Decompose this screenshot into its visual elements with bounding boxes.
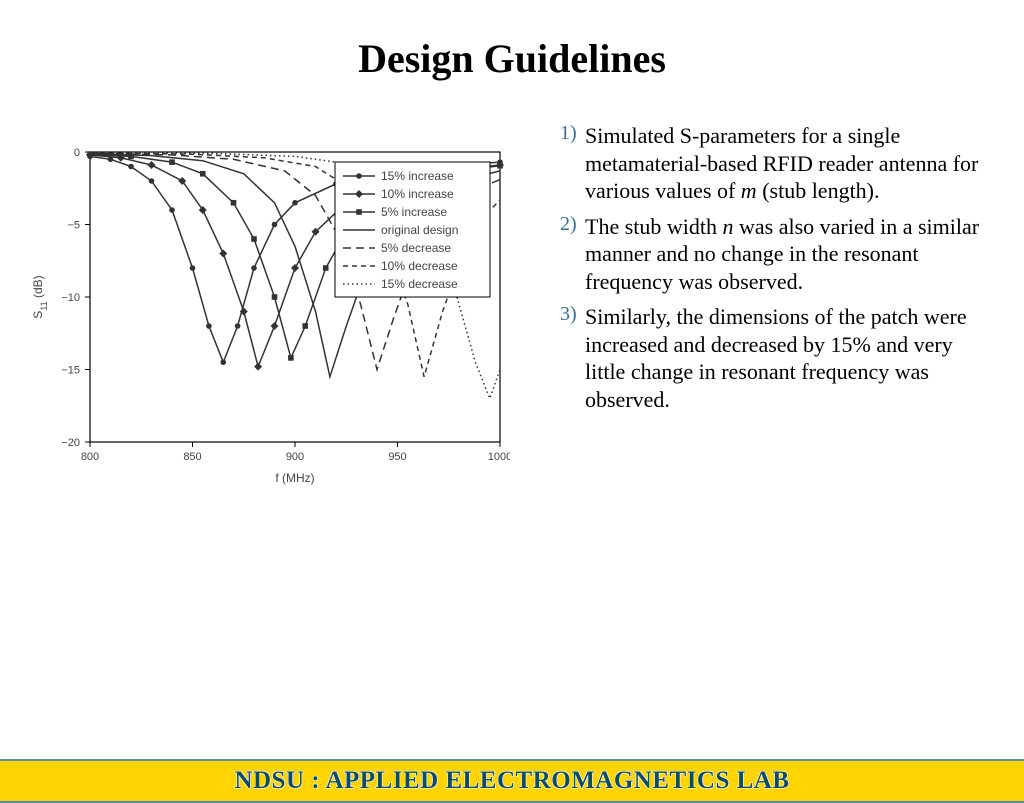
svg-text:0: 0	[74, 147, 80, 159]
list-number: 1)	[540, 122, 585, 205]
list-number: 3)	[540, 303, 585, 413]
svg-text:5% increase: 5% increase	[381, 205, 447, 219]
svg-text:−5: −5	[67, 220, 80, 232]
svg-text:S11 (dB): S11 (dB)	[31, 275, 49, 318]
list-text: Similarly, the dimensions of the patch w…	[585, 303, 984, 413]
list-text: Simulated S-parameters for a single meta…	[585, 122, 984, 205]
svg-text:850: 850	[183, 451, 201, 463]
footer-bar: NDSU : APPLIED ELECTROMAGNETICS LAB	[0, 759, 1024, 803]
page-title: Design Guidelines	[0, 35, 1024, 82]
guidelines-list: 1) Simulated S-parameters for a single m…	[510, 122, 1004, 492]
svg-text:5% decrease: 5% decrease	[381, 241, 451, 255]
chart-svg: 800 850 900 950 1000 0 −5 −10 −15 −20 f (MHz) S11 (…	[20, 122, 510, 492]
svg-text:15% increase: 15% increase	[381, 169, 454, 183]
svg-text:800: 800	[81, 451, 99, 463]
s-parameter-chart: 800 850 900 950 1000 0 −5 −10 −15 −20 f (MHz) S11 (…	[20, 122, 510, 492]
list-number: 2)	[540, 213, 585, 296]
svg-text:−15: −15	[61, 365, 80, 377]
list-item: 1) Simulated S-parameters for a single m…	[540, 122, 984, 205]
list-item: 3) Similarly, the dimensions of the patc…	[540, 303, 984, 413]
list-item: 2) The stub width n was also varied in a…	[540, 213, 984, 296]
svg-text:15% decrease: 15% decrease	[381, 277, 458, 291]
svg-text:900: 900	[286, 451, 304, 463]
footer-text: NDSU : APPLIED ELECTROMAGNETICS LAB	[234, 767, 789, 795]
svg-text:1000: 1000	[488, 451, 510, 463]
svg-text:−10: −10	[61, 292, 80, 304]
svg-text:f (MHz): f (MHz)	[275, 471, 314, 485]
content-row: 800 850 900 950 1000 0 −5 −10 −15 −20 f (MHz) S11 (…	[0, 122, 1024, 492]
list-text: The stub width n was also varied in a si…	[585, 213, 984, 296]
svg-text:original design: original design	[381, 223, 458, 237]
svg-text:950: 950	[388, 451, 406, 463]
svg-text:10% decrease: 10% decrease	[381, 259, 458, 273]
svg-text:10% increase: 10% increase	[381, 187, 454, 201]
svg-text:−20: −20	[61, 437, 80, 449]
